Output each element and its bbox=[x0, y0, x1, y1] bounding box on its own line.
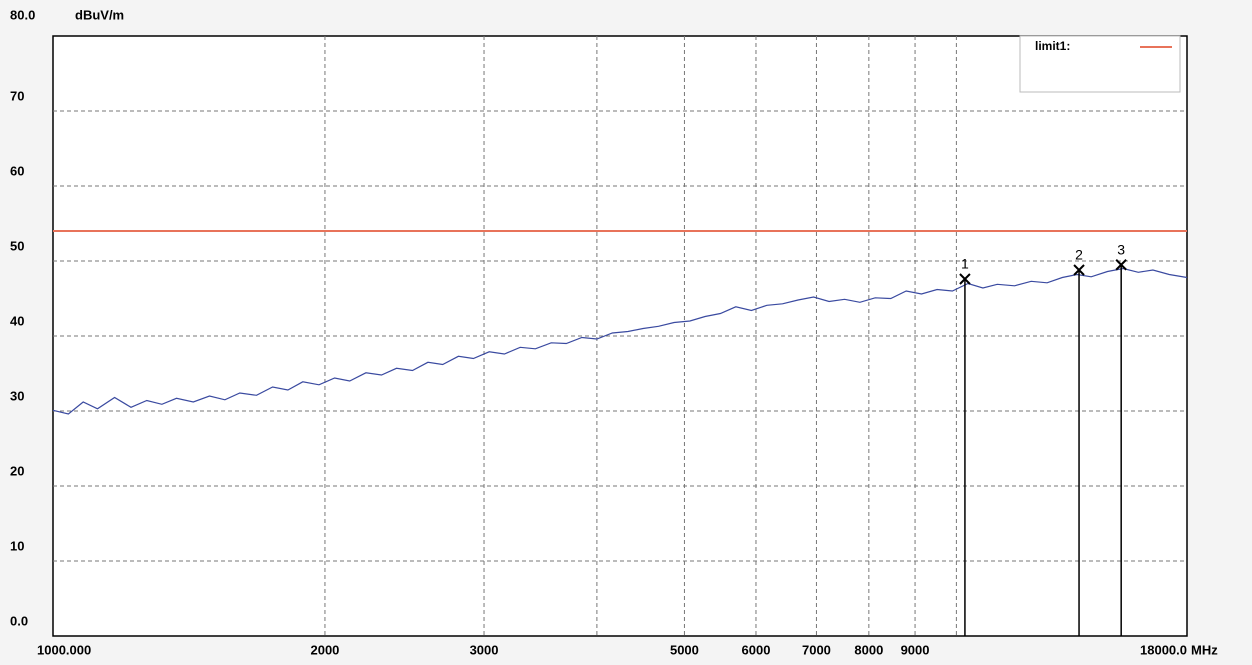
y-tick-label: 70 bbox=[10, 88, 24, 103]
trace bbox=[52, 267, 1188, 415]
marker-cross bbox=[1073, 264, 1085, 276]
marker-label: 2 bbox=[1075, 247, 1083, 263]
y-tick-label: 40 bbox=[10, 313, 24, 328]
marker-label: 1 bbox=[961, 256, 969, 272]
marker-cross bbox=[1115, 259, 1127, 271]
x-tick-label: 9000 bbox=[901, 642, 930, 657]
x-tick-label: 7000 bbox=[802, 642, 831, 657]
y-tick-label: 10 bbox=[10, 538, 24, 553]
x-tick-label: 6000 bbox=[742, 642, 771, 657]
y-tick-label: 20 bbox=[10, 463, 24, 478]
x-tick-label: 3000 bbox=[470, 642, 499, 657]
y-tick-label: 30 bbox=[10, 388, 24, 403]
y-tick-label: 0.0 bbox=[10, 613, 28, 628]
y-tick-label: 60 bbox=[10, 163, 24, 178]
y-unit: dBuV/m bbox=[75, 7, 124, 22]
marker-label: 3 bbox=[1117, 241, 1125, 257]
x-tick-label: 8000 bbox=[854, 642, 883, 657]
legend-box bbox=[1019, 35, 1181, 93]
x-tick-label: 1000.000 bbox=[37, 642, 91, 657]
legend-label: limit1: bbox=[1035, 39, 1070, 53]
y-tick-label: 50 bbox=[10, 238, 24, 253]
y-tick-label: 80.0 bbox=[10, 7, 35, 22]
x-unit: MHz bbox=[1191, 642, 1218, 657]
x-tick-label: 18000.0 bbox=[1140, 642, 1187, 657]
x-tick-label: 5000 bbox=[670, 642, 699, 657]
marker-cross bbox=[959, 273, 971, 285]
x-tick-label: 2000 bbox=[310, 642, 339, 657]
